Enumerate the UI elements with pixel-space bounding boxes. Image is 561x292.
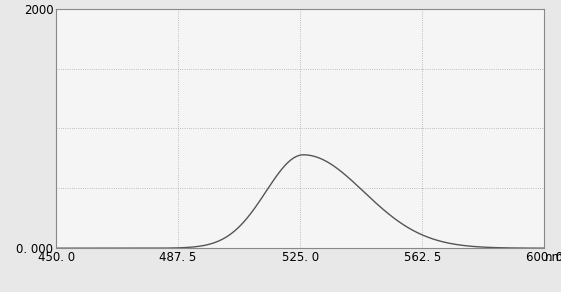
Text: nm: nm bbox=[545, 251, 561, 264]
